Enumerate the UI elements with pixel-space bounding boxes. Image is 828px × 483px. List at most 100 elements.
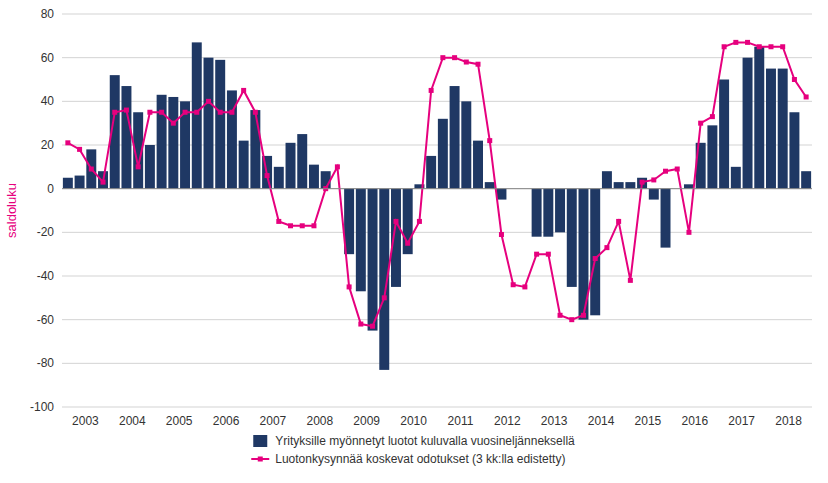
marker: [265, 173, 270, 178]
marker: [89, 167, 94, 172]
marker: [358, 322, 363, 327]
bar: [731, 167, 741, 189]
bar: [543, 189, 553, 237]
bar: [63, 178, 73, 189]
bar: [321, 171, 331, 188]
marker: [218, 110, 223, 115]
grid-line: [62, 232, 812, 233]
bar: [684, 184, 694, 188]
marker: [171, 121, 176, 126]
grid-line: [62, 14, 812, 15]
marker: [276, 219, 281, 224]
legend: Yrityksille myönnetyt luotot kuluvalla v…: [251, 434, 575, 466]
marker: [663, 169, 668, 174]
marker: [229, 110, 234, 115]
marker: [370, 324, 375, 329]
bar: [461, 101, 471, 188]
marker: [300, 223, 305, 228]
bar: [743, 58, 753, 189]
marker: [686, 230, 691, 235]
bar: [403, 189, 413, 255]
marker: [487, 138, 492, 143]
bar: [75, 176, 85, 189]
bar: [473, 141, 483, 189]
marker: [792, 77, 797, 82]
bar: [239, 141, 249, 189]
bar: [485, 182, 495, 189]
marks: [63, 40, 811, 370]
line: [68, 42, 806, 326]
bar: [98, 171, 108, 188]
grid-line: [62, 188, 812, 189]
marker: [593, 256, 598, 261]
bar: [215, 60, 225, 189]
bar: [368, 189, 378, 331]
baseline: [62, 188, 812, 189]
bar: [590, 189, 600, 316]
x-tick-label: 2004: [119, 414, 146, 428]
marker: [311, 223, 316, 228]
marker: [569, 317, 574, 322]
marker: [476, 62, 481, 67]
bar: [649, 189, 659, 200]
marker: [499, 232, 504, 237]
bar: [438, 119, 448, 189]
marker: [745, 40, 750, 45]
marker: [768, 44, 773, 49]
chart-container: -100-80-60-40-20020406080saldoluku200320…: [0, 0, 828, 483]
marker: [675, 167, 680, 172]
marker: [159, 110, 164, 115]
bar: [286, 143, 296, 189]
x-tick-label: 2006: [213, 414, 240, 428]
marker: [780, 44, 785, 49]
bar: [121, 86, 131, 189]
marker: [288, 223, 293, 228]
y-tick-label: 20: [41, 138, 55, 152]
bar: [157, 95, 167, 189]
x-tick-label: 2014: [588, 414, 615, 428]
grid: [62, 14, 812, 407]
marker: [558, 313, 563, 318]
marker: [733, 40, 738, 45]
marker: [616, 219, 621, 224]
marker: [65, 140, 70, 145]
marker: [101, 180, 106, 185]
marker: [77, 147, 82, 152]
y-tick-label: 60: [41, 51, 55, 65]
bar: [555, 189, 565, 233]
bar: [426, 156, 436, 189]
x-tick-label: 2012: [494, 414, 521, 428]
legend-swatch: [253, 435, 267, 447]
grid-line: [62, 363, 812, 364]
legend-label: Luotonkysynnää koskevat odotukset (3 kk:…: [275, 452, 565, 466]
marker: [581, 313, 586, 318]
bar: [766, 69, 776, 189]
x-tick-label: 2005: [166, 414, 193, 428]
y-axis-label: saldoluku: [4, 183, 19, 238]
bar: [145, 145, 155, 189]
x-tick-label: 2016: [681, 414, 708, 428]
marker: [194, 110, 199, 115]
marker: [206, 99, 211, 104]
bar: [450, 86, 460, 189]
bar: [496, 189, 506, 200]
legend-marker: [258, 457, 263, 462]
bar: [614, 182, 624, 189]
marker: [440, 55, 445, 60]
grid-line: [62, 57, 812, 58]
marker: [722, 44, 727, 49]
y-tick-label: 40: [41, 94, 55, 108]
bar: [707, 125, 717, 188]
x-tick-label: 2011: [448, 414, 474, 428]
x-tick-label: 2015: [635, 414, 662, 428]
y-tick-label: -80: [37, 356, 55, 370]
bar: [532, 189, 542, 237]
grid-line: [62, 276, 812, 277]
marker: [757, 44, 762, 49]
bar: [602, 171, 612, 188]
x-tick-label: 2009: [353, 414, 380, 428]
x-tick-label: 2013: [541, 414, 568, 428]
bar: [274, 167, 284, 189]
bar: [250, 110, 260, 189]
marker: [628, 278, 633, 283]
